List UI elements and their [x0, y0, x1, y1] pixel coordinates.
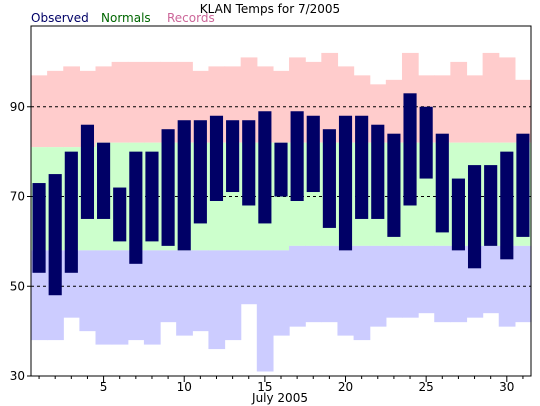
observed-bar: [161, 129, 175, 246]
below-normal-band: [208, 250, 226, 350]
observed-bar: [274, 142, 288, 197]
observed-bar: [451, 178, 465, 251]
observed-bar: [242, 120, 256, 206]
below-normal-band: [127, 250, 145, 341]
observed-bar: [113, 187, 127, 242]
record-band: [272, 70, 290, 143]
below-normal-band: [401, 245, 419, 318]
below-normal-band: [369, 245, 387, 327]
observed-bar: [355, 115, 369, 219]
observed-bar: [32, 183, 46, 273]
observed-bar: [226, 120, 240, 193]
observed-bar: [177, 120, 191, 251]
observed-bar: [500, 151, 514, 260]
observed-bar: [64, 151, 78, 273]
record-band: [482, 52, 500, 143]
below-normal-band: [514, 245, 532, 323]
observed-bar: [209, 115, 224, 201]
observed-bar: [129, 151, 143, 264]
below-normal-band: [240, 250, 258, 305]
legend-normals: Normals: [101, 11, 151, 25]
observed-bar: [193, 120, 207, 224]
below-normal-band: [111, 250, 129, 345]
record-band: [514, 79, 532, 143]
y-tick-label: 30: [10, 369, 25, 383]
observed-bar: [258, 111, 272, 224]
y-tick-label: 70: [10, 190, 25, 204]
observed-bar: [467, 165, 482, 269]
observed-bar: [419, 106, 433, 179]
observed-bar: [338, 115, 353, 251]
legend-observed: Observed: [31, 11, 89, 25]
below-normal-band: [321, 245, 339, 323]
observed-bar: [97, 142, 111, 219]
below-normal-band: [143, 250, 161, 345]
y-tick-label: 50: [10, 279, 25, 293]
below-normal-band: [256, 250, 274, 372]
below-normal-band: [434, 245, 451, 323]
below-normal-band: [305, 245, 322, 323]
legend-records: Records: [167, 11, 215, 25]
record-band: [385, 79, 403, 143]
below-normal-band: [95, 250, 113, 345]
record-band: [498, 57, 516, 143]
observed-bar: [387, 133, 401, 237]
observed-bar: [322, 129, 336, 228]
x-tick-label: 20: [338, 380, 353, 394]
record-band: [434, 75, 451, 143]
record-band: [95, 66, 113, 143]
below-normal-band: [482, 245, 500, 314]
below-normal-band: [353, 245, 371, 341]
observed-bar: [371, 124, 385, 219]
x-tick-label: 10: [177, 380, 192, 394]
record-band: [31, 75, 48, 148]
record-band: [466, 75, 484, 143]
observed-bar: [80, 124, 95, 219]
x-axis-label: July 2005: [251, 391, 308, 405]
observed-bar: [484, 165, 498, 246]
below-normal-band: [176, 250, 193, 336]
below-normal-band: [450, 245, 468, 323]
chart-title: KLAN Temps for 7/2005: [200, 2, 340, 16]
record-band: [127, 61, 145, 143]
record-band: [111, 61, 129, 143]
x-tick-label: 5: [100, 380, 108, 394]
observed-bar: [290, 111, 304, 201]
below-normal-band: [337, 245, 355, 336]
y-tick-label: 90: [10, 100, 25, 114]
record-band: [47, 70, 64, 148]
observed-bar: [403, 93, 417, 206]
record-band: [160, 61, 177, 143]
below-normal-band: [192, 250, 210, 332]
observed-bar: [435, 133, 449, 233]
x-tick-label: 30: [499, 380, 514, 394]
observed-bar: [306, 115, 320, 193]
record-band: [143, 61, 161, 143]
observed-bar: [145, 151, 159, 242]
record-band: [321, 52, 339, 143]
below-normal-band: [272, 250, 290, 336]
record-band: [450, 61, 468, 143]
below-normal-band: [224, 250, 242, 341]
record-band: [63, 66, 80, 148]
below-normal-band: [160, 250, 177, 323]
x-tick-label: 25: [419, 380, 434, 394]
x-tick-label: 15: [257, 380, 272, 394]
below-normal-band: [418, 245, 435, 314]
below-normal-band: [385, 245, 403, 318]
below-normal-band: [79, 250, 97, 332]
observed-bar: [48, 174, 62, 296]
observed-bar: [516, 133, 530, 237]
